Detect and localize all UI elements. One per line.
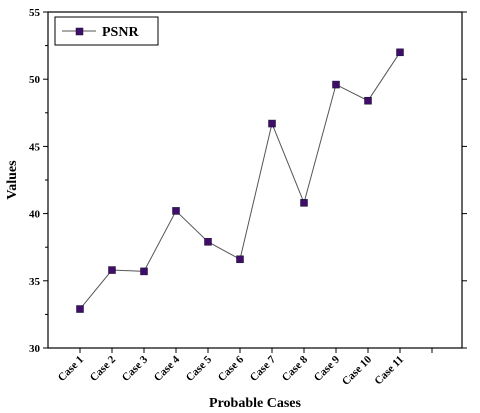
data-point xyxy=(396,48,404,57)
data-point xyxy=(140,267,148,276)
legend-label: PSNR xyxy=(102,25,139,40)
data-point xyxy=(332,80,340,89)
data-point xyxy=(108,266,116,274)
data-point xyxy=(364,96,372,105)
x-tick-label: Case 7 xyxy=(248,353,279,384)
data-point xyxy=(204,238,212,246)
data-point xyxy=(172,207,180,215)
legend: PSNR xyxy=(54,16,159,46)
x-tick-label: Case 4 xyxy=(152,353,183,384)
y-axis-title: Values xyxy=(5,160,20,200)
x-tick-label: Case 1 xyxy=(56,354,86,384)
series-line xyxy=(79,52,401,310)
legend-marker xyxy=(75,27,84,36)
y-tick-label: 45 xyxy=(29,141,41,153)
plot-frame xyxy=(47,11,463,349)
y-tick-label: 30 xyxy=(29,343,41,355)
x-axis: Case 1 Case 2 Case 3 Case 4 Case 5 Case 6 Case… xyxy=(56,348,433,388)
data-point xyxy=(268,119,276,128)
x-tick-label: Case 6 xyxy=(216,353,247,384)
x-tick-label: Case 2 xyxy=(88,353,119,384)
y-tick-label: 40 xyxy=(29,209,41,221)
series-layer xyxy=(76,48,404,313)
data-point xyxy=(76,305,84,313)
x-axis-title: Probable Cases xyxy=(209,396,301,411)
x-tick-label: Case 9 xyxy=(312,353,343,384)
x-tick-label: Case 5 xyxy=(184,353,215,384)
x-tick-label: Case 3 xyxy=(120,353,151,384)
data-point xyxy=(236,255,244,264)
y-tick-label: 35 xyxy=(29,276,41,288)
x-tick-label: Case 11 xyxy=(372,354,406,388)
y-tick-label: 55 xyxy=(29,7,41,19)
x-tick-label: Case 8 xyxy=(280,353,311,384)
y-axis: 30 35 40 45 50 55 xyxy=(29,7,467,355)
x-tick-label: Case 10 xyxy=(340,353,375,388)
y-tick-label: 50 xyxy=(29,74,41,86)
data-point xyxy=(300,199,308,207)
